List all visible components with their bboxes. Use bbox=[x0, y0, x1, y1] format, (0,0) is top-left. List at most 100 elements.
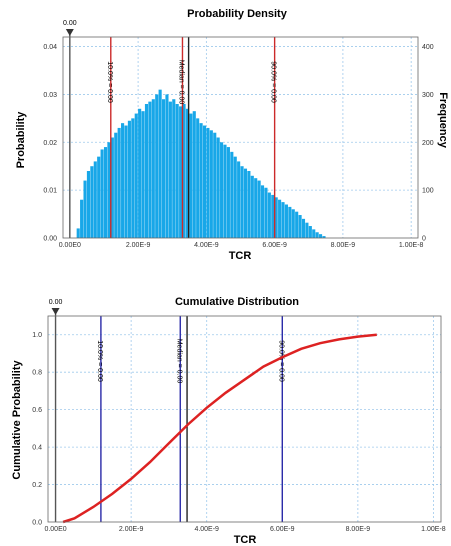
marker-label: 90.0% = 0.00 bbox=[277, 340, 284, 382]
y-tick-label: 0.00 bbox=[43, 236, 57, 243]
histogram-bar bbox=[216, 137, 220, 238]
histogram-bar bbox=[305, 222, 309, 238]
y-tick-label: 0.8 bbox=[32, 370, 42, 377]
histogram-bar bbox=[254, 178, 258, 238]
y2-axis-label: Frequency bbox=[437, 92, 449, 149]
marker-label: 0.00 bbox=[63, 20, 77, 27]
plot-frame bbox=[62, 36, 419, 239]
histogram-bar bbox=[243, 168, 248, 238]
histogram-bar bbox=[284, 204, 288, 238]
marker-triangle bbox=[65, 29, 74, 36]
histogram-bar bbox=[165, 94, 169, 238]
histogram-bar bbox=[131, 118, 135, 238]
histogram-bar bbox=[196, 118, 200, 238]
histogram-bar bbox=[107, 142, 111, 238]
histogram-bar bbox=[124, 125, 128, 238]
histogram-bar bbox=[233, 156, 237, 238]
histogram-bar bbox=[83, 180, 87, 238]
histogram-bar bbox=[192, 111, 196, 238]
histogram-bar bbox=[295, 211, 299, 238]
gridlines bbox=[48, 316, 441, 522]
x-tick-label: 8.00E-9 bbox=[331, 242, 356, 249]
y-tick-label: 0.02 bbox=[43, 140, 57, 147]
histogram-bar bbox=[230, 151, 234, 238]
histogram-bar bbox=[90, 166, 94, 238]
histogram-bar bbox=[141, 111, 145, 238]
x-tick-label: 4.00E-9 bbox=[194, 242, 219, 249]
y2-tick-label: 0 bbox=[422, 236, 426, 243]
y2-tick-label: 400 bbox=[422, 44, 434, 51]
histogram-bar bbox=[274, 197, 278, 238]
histogram-bar bbox=[209, 130, 213, 238]
x-tick-label: 4.00E-9 bbox=[194, 526, 219, 533]
y-tick-label: 0.01 bbox=[43, 188, 57, 195]
histogram-bar bbox=[267, 192, 271, 238]
histogram-bar bbox=[319, 234, 323, 238]
x-tick-label: 2.00E-9 bbox=[119, 526, 144, 533]
marker-label: Median = 0.00 bbox=[175, 339, 182, 384]
histogram-bar bbox=[322, 236, 326, 238]
histogram-bar bbox=[168, 101, 172, 238]
histogram-bar bbox=[172, 99, 176, 238]
histogram-bar bbox=[179, 106, 183, 239]
histogram-bar bbox=[76, 228, 80, 238]
histogram-bar bbox=[117, 127, 121, 238]
y2-tick-labels: 0 100 200 300 400 bbox=[422, 44, 434, 242]
x-tick-label: 8.00E-9 bbox=[346, 526, 371, 533]
histogram-bar bbox=[260, 185, 265, 238]
y-tick-labels: 0.0 0.2 0.4 0.6 0.8 1.0 bbox=[32, 332, 42, 526]
marker-triangle bbox=[51, 308, 60, 315]
plot-frame bbox=[47, 315, 442, 523]
x-tick-label: 1.00E-8 bbox=[421, 526, 446, 533]
histogram-bar bbox=[312, 229, 316, 238]
marker-label: 0.00 bbox=[49, 299, 63, 306]
marker-label: 10.0% = 0.00 bbox=[106, 61, 113, 103]
histogram-bar bbox=[240, 166, 244, 238]
histogram-bar bbox=[237, 161, 241, 238]
y-tick-label: 0.0 bbox=[32, 520, 42, 527]
histogram-bar bbox=[199, 123, 203, 238]
histogram-bar bbox=[247, 171, 251, 238]
histogram-bar bbox=[291, 209, 295, 238]
y-axis-label: Probability bbox=[15, 111, 27, 169]
histogram-bar bbox=[175, 104, 179, 238]
histogram-bar bbox=[271, 194, 275, 238]
histogram-bar bbox=[278, 199, 282, 238]
probability-density-chart: Probability Density 0.00 10.0% = 0.00 Medi… bbox=[15, 8, 449, 262]
marker-label: 90.0% = 0.00 bbox=[270, 61, 277, 103]
histogram-bar bbox=[298, 215, 302, 238]
histogram-bar bbox=[144, 104, 149, 238]
histogram-bar bbox=[264, 187, 268, 238]
y-tick-label: 0.6 bbox=[32, 407, 42, 414]
histogram-bar bbox=[223, 144, 227, 238]
histogram-bar bbox=[250, 175, 254, 238]
histogram-bar bbox=[161, 99, 166, 238]
histogram-bar bbox=[155, 94, 159, 238]
histogram-bar bbox=[315, 232, 319, 238]
y-tick-label: 0.03 bbox=[43, 92, 57, 99]
histogram-bar bbox=[93, 161, 97, 238]
histogram-bar bbox=[226, 147, 230, 238]
histogram-bar bbox=[134, 113, 138, 238]
marker-label: 10.0% = 0.00 bbox=[96, 340, 103, 382]
x-tick-labels: 0.00E0 2.00E-9 4.00E-9 6.00E-9 8.00E-9 1.00E-… bbox=[44, 526, 445, 533]
histogram-bar bbox=[220, 142, 224, 238]
histogram-bar bbox=[189, 113, 193, 238]
x-axis-label: TCR bbox=[234, 534, 257, 546]
y2-tick-label: 200 bbox=[422, 140, 434, 147]
histogram-bar bbox=[202, 125, 207, 238]
x-tick-label: 0.00E0 bbox=[59, 242, 81, 249]
x-axis-label: TCR bbox=[229, 250, 252, 262]
chart-title: Probability Density bbox=[187, 8, 288, 20]
histogram-bar bbox=[182, 104, 186, 238]
histogram-bar bbox=[301, 218, 306, 238]
cumulative-distribution-chart: Cumulative Distribution 0.00 10.0% = 0.00… bbox=[11, 296, 446, 546]
histogram-bar bbox=[138, 108, 142, 239]
histogram-bar bbox=[114, 132, 118, 238]
histogram-bar bbox=[148, 101, 152, 238]
histogram-bar bbox=[100, 149, 104, 238]
histogram-bars bbox=[76, 89, 326, 239]
histogram-bar bbox=[121, 123, 125, 238]
y-tick-label: 0.2 bbox=[32, 482, 42, 489]
